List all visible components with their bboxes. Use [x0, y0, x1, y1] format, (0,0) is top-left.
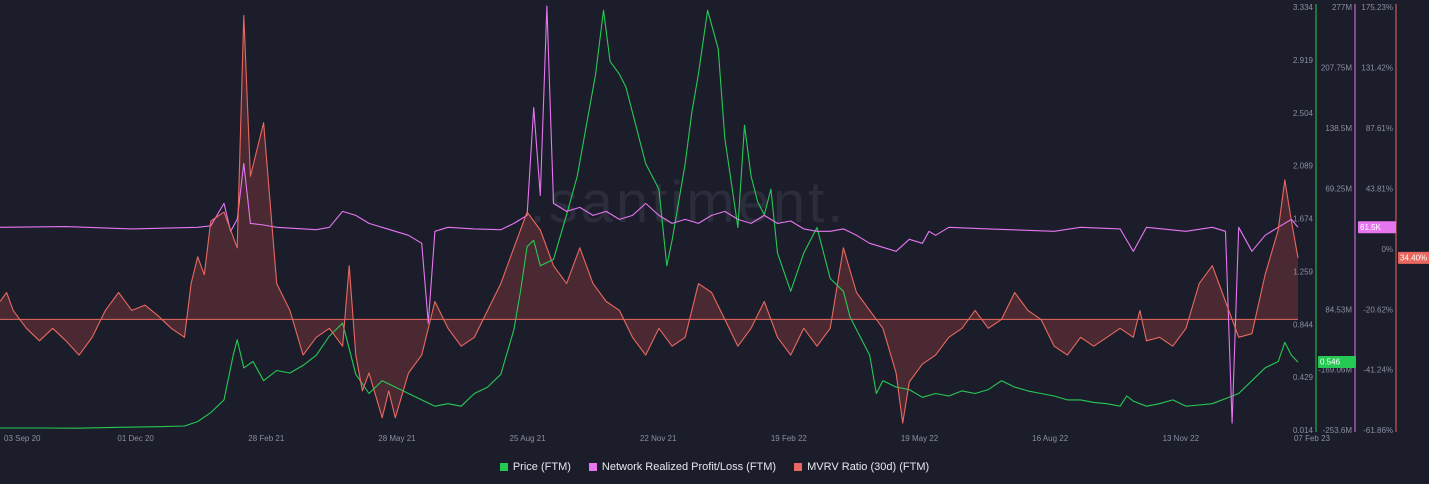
mvrv-tick-label: 175.23%: [1361, 3, 1393, 12]
mvrv-area-fill: [0, 15, 1298, 424]
mvrv-tick-label: -61.86%: [1363, 426, 1393, 435]
nrpl-tick-label: 207.75M: [1321, 64, 1352, 73]
price-tick-label: 0.429: [1293, 373, 1314, 382]
price-tick-label: 1.674: [1293, 215, 1314, 224]
nrpl-tick-label: -169.06M: [1318, 366, 1352, 375]
price-swatch-icon: [499, 463, 508, 471]
nrpl-swatch-icon: [588, 463, 597, 471]
x-tick-label: 03 Sep 20: [4, 434, 41, 443]
nrpl-series-line: [0, 5, 1299, 424]
chart-svg: .santiment. 3.334 2.919 2.504 2.089 1.674 1.2…: [0, 3, 1429, 443]
legend: Price (FTM) Network Realized Profit/Loss…: [0, 458, 1429, 476]
mvrv-tick-label: 87.61%: [1366, 124, 1393, 133]
price-tick-label: 3.334: [1293, 3, 1314, 12]
price-badge-label: 0.546: [1320, 358, 1341, 367]
nrpl-tick-label: 138.5M: [1325, 124, 1352, 133]
price-badge-bg: [1318, 356, 1356, 369]
chart-area[interactable]: .santiment. 3.334 2.919 2.504 2.089 1.674 1.2…: [0, 0, 1429, 450]
x-tick-label: 25 Aug 21: [510, 434, 547, 443]
legend-label-nrpl: Network Realized Profit/Loss (FTM): [601, 461, 777, 473]
mvrv-badge-label: 34.40%: [1400, 253, 1427, 262]
mvrv-tick-label: 43.81%: [1366, 184, 1393, 193]
price-tick-label: 2.504: [1293, 109, 1314, 118]
x-tick-label: 01 Dec 20: [117, 434, 154, 443]
legend-label-price: Price (FTM): [512, 461, 571, 473]
legend-item-nrpl[interactable]: Network Realized Profit/Loss (FTM): [588, 461, 777, 473]
legend-item-mvrv[interactable]: MVRV Ratio (30d) (FTM): [794, 461, 929, 473]
mvrv-swatch-icon: [794, 463, 803, 471]
nrpl-badge-label: 61.5K: [1360, 223, 1382, 232]
mvrv-current-value-badge: 34.40%: [1398, 251, 1429, 264]
x-tick-label: 28 Feb 21: [248, 434, 285, 443]
x-tick-label: 13 Nov 22: [1163, 434, 1200, 443]
price-tick-label: 1.259: [1293, 267, 1314, 276]
mvrv-tick-label: 0%: [1381, 245, 1393, 254]
mvrv-tick-label: 131.42%: [1361, 64, 1393, 73]
nrpl-current-value-badge: 61.5K: [1358, 221, 1396, 234]
nrpl-tick-label: -253.6M: [1323, 426, 1353, 435]
nrpl-tick-label: 84.53M: [1325, 305, 1352, 314]
price-tick-label: 2.919: [1293, 56, 1314, 65]
mvrv-series-line: [0, 14, 1299, 424]
mvrv-tick-label: -41.24%: [1363, 366, 1393, 375]
x-tick-label: 19 May 22: [901, 434, 939, 443]
x-tick-label: 16 Aug 22: [1032, 434, 1069, 443]
price-tick-label: 0.844: [1293, 320, 1314, 329]
watermark: .santiment.: [530, 170, 847, 235]
nrpl-tick-label: 69.25M: [1325, 184, 1352, 193]
x-tick-label: 28 May 21: [378, 434, 416, 443]
price-current-value-badge: 0.546: [1318, 356, 1356, 369]
x-tick-label: 19 Feb 22: [771, 434, 808, 443]
legend-label-mvrv: MVRV Ratio (30d) (FTM): [807, 461, 930, 473]
mvrv-badge-bg: [1398, 251, 1429, 264]
price-tick-label: 2.089: [1293, 162, 1314, 171]
x-tick-label: 07 Feb 23: [1294, 434, 1331, 443]
nrpl-badge-bg: [1358, 221, 1396, 234]
nrpl-tick-label: 277M: [1332, 3, 1352, 12]
price-tick-label: 0.014: [1293, 426, 1314, 435]
legend-item-price[interactable]: Price (FTM): [499, 461, 571, 473]
x-tick-label: 22 Nov 21: [640, 434, 677, 443]
price-series-line: [0, 9, 1299, 429]
mvrv-tick-label: -20.62%: [1363, 305, 1393, 314]
